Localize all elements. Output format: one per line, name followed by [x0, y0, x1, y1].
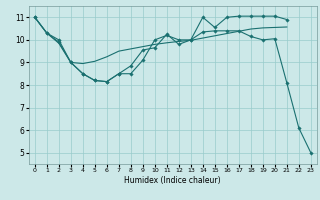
X-axis label: Humidex (Indice chaleur): Humidex (Indice chaleur) [124, 176, 221, 185]
